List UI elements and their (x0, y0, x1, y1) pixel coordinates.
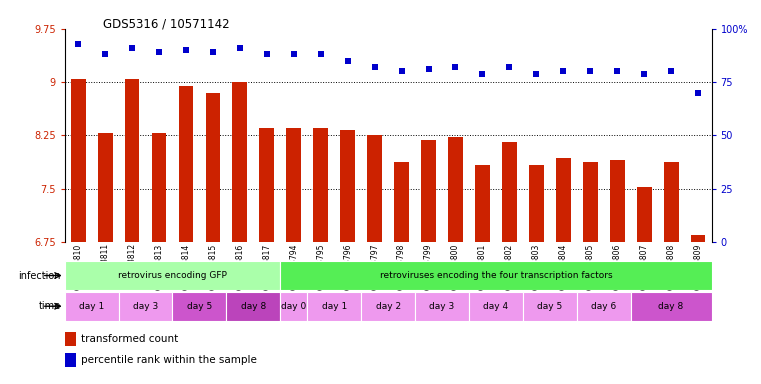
Bar (65, 261, 280, 290)
Bar (151, 133, 167, 242)
Bar (469, 292, 523, 321)
Point (530, 71, 543, 77)
Point (207, 49, 219, 55)
Bar (637, 187, 651, 242)
Point (396, 68, 408, 74)
Bar (583, 162, 597, 242)
Point (584, 68, 597, 74)
Text: time: time (39, 301, 61, 311)
Text: retrovirus encoding GFP: retrovirus encoding GFP (118, 271, 227, 280)
Text: infection: infection (18, 270, 61, 281)
Bar (65, 292, 119, 321)
Text: day 1: day 1 (79, 302, 104, 311)
Bar (260, 128, 274, 242)
Bar (448, 137, 463, 242)
Point (261, 51, 273, 58)
Text: day 3: day 3 (429, 302, 454, 311)
Point (288, 51, 300, 58)
Bar (173, 292, 227, 321)
Bar (280, 261, 712, 290)
Bar (631, 292, 712, 321)
Point (692, 90, 704, 96)
Bar (97, 133, 113, 242)
Bar (119, 292, 173, 321)
Point (476, 71, 489, 77)
Bar (421, 140, 436, 242)
Bar (227, 292, 280, 321)
Bar (577, 292, 631, 321)
Bar (286, 128, 301, 242)
Point (234, 45, 246, 51)
Text: day 5: day 5 (537, 302, 562, 311)
Text: day 2: day 2 (375, 302, 401, 311)
Bar (502, 142, 517, 242)
Bar (280, 292, 307, 321)
Point (450, 64, 462, 70)
Text: retroviruses encoding the four transcription factors: retroviruses encoding the four transcrip… (380, 271, 613, 280)
Bar (65, 353, 76, 367)
Point (342, 58, 354, 64)
Point (638, 71, 650, 77)
Text: GDS5316 / 10571142: GDS5316 / 10571142 (103, 17, 229, 30)
Point (72, 41, 84, 47)
Bar (307, 292, 361, 321)
Bar (71, 78, 85, 242)
Point (314, 51, 326, 58)
Bar (232, 82, 247, 242)
Point (611, 68, 623, 74)
Text: day 5: day 5 (186, 302, 212, 311)
Point (368, 64, 380, 70)
Bar (394, 162, 409, 242)
Bar (179, 86, 193, 242)
Point (180, 47, 192, 53)
Point (99, 51, 111, 58)
Bar (610, 160, 625, 242)
Bar (529, 165, 544, 242)
Point (665, 68, 677, 74)
Text: transformed count: transformed count (81, 334, 178, 344)
Bar (125, 79, 139, 242)
Bar (415, 292, 469, 321)
Point (153, 49, 165, 55)
Text: day 8: day 8 (658, 302, 683, 311)
Text: day 6: day 6 (591, 302, 616, 311)
Point (503, 64, 515, 70)
Bar (65, 333, 76, 346)
Text: day 0: day 0 (281, 302, 307, 311)
Bar (523, 292, 577, 321)
Bar (340, 130, 355, 242)
Text: day 8: day 8 (240, 302, 266, 311)
Text: day 4: day 4 (483, 302, 508, 311)
Bar (361, 292, 415, 321)
Point (557, 68, 569, 74)
Bar (556, 158, 571, 242)
Text: day 3: day 3 (133, 302, 158, 311)
Bar (205, 93, 221, 242)
Point (126, 45, 139, 51)
Bar (368, 136, 382, 242)
Point (422, 66, 435, 72)
Text: day 1: day 1 (322, 302, 347, 311)
Bar (314, 128, 328, 242)
Bar (691, 235, 705, 242)
Bar (664, 162, 679, 242)
Bar (475, 165, 490, 242)
Text: percentile rank within the sample: percentile rank within the sample (81, 355, 256, 365)
